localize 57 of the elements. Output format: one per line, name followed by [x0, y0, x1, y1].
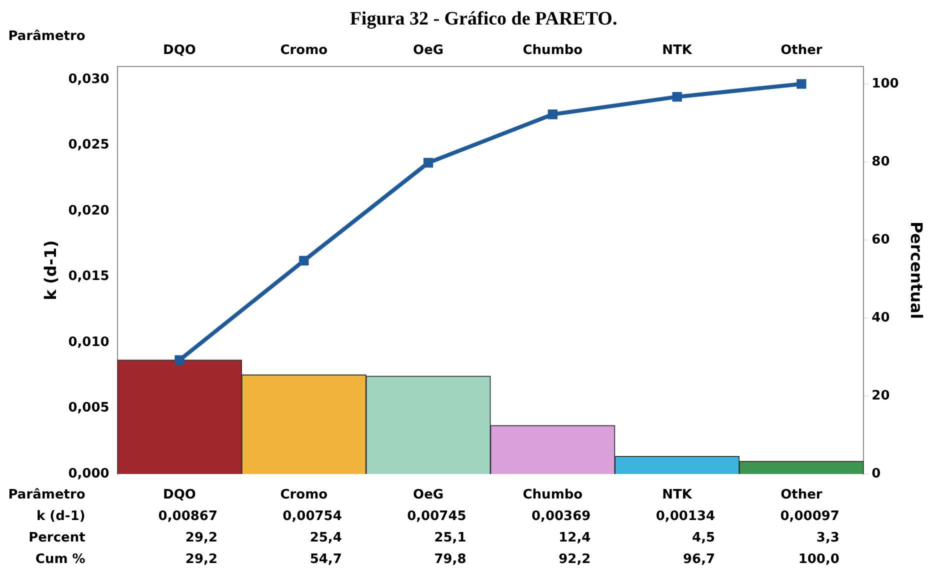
data-label: 54,7: [310, 552, 342, 567]
point: [548, 110, 558, 120]
y2-axis-title: Percentual: [907, 221, 926, 319]
y-tick-label: 0,000: [68, 466, 110, 482]
text: 4,5: [692, 530, 716, 546]
x-tick-label: Cromo: [280, 42, 328, 58]
data-label: 96,7: [683, 552, 716, 567]
data-label: 92,2: [558, 552, 591, 567]
y2-tick-label: 100: [872, 76, 899, 92]
category-label: NTK: [662, 487, 692, 502]
point: [299, 256, 309, 266]
data-label: 0,00369: [531, 508, 591, 524]
y-axis-title: k (d-1): [36, 508, 86, 524]
data-label: 0,00097: [780, 508, 840, 524]
x-tick-label: OeG: [413, 42, 444, 58]
category-label: Other: [780, 487, 822, 502]
x-tick-label: NTK: [662, 42, 693, 58]
data-label: 0,00867: [158, 508, 218, 524]
category-label: DQO: [163, 487, 196, 502]
category-label: Cromo: [280, 487, 328, 502]
data-label: 0,00134: [656, 508, 716, 524]
y-tick-label: 0,025: [68, 138, 110, 153]
x-tick-label: Other: [780, 42, 823, 58]
point: [796, 79, 806, 89]
x-tick-label: Chumbo: [522, 42, 583, 58]
text: k (d-1): [40, 240, 60, 300]
data-label: 0,00754: [282, 508, 342, 524]
x-axis-title: Parâmetro: [8, 487, 86, 502]
y-tick-label: 0,020: [68, 203, 110, 218]
y-tick-label: 0,030: [68, 72, 110, 87]
text: 12,4: [558, 530, 591, 546]
category-label: OeG: [413, 487, 444, 502]
y2-tick-label: 20: [872, 388, 890, 404]
x-tick-label: DQO: [163, 42, 196, 58]
chart-title: Figura 32 - Gráfico de PARETO.: [350, 8, 618, 30]
y2-tick-label: 0: [872, 466, 881, 482]
text: Percent: [28, 530, 86, 546]
data-label: 79,8: [434, 552, 466, 567]
y2-tick-label: 40: [872, 310, 890, 326]
y2-tick-label: 80: [872, 154, 890, 170]
point: [174, 355, 184, 365]
y-tick-label: 0,015: [68, 269, 110, 284]
point: [423, 158, 434, 168]
y-tick-label: 0,010: [68, 334, 110, 350]
text: 25,4: [310, 530, 342, 546]
category-label: Chumbo: [522, 487, 583, 502]
data-label: 100,0: [798, 552, 840, 567]
point: [672, 92, 682, 102]
y2-tick-label: 60: [872, 232, 890, 248]
text: 3,3: [816, 530, 840, 546]
data-label: 0,00745: [407, 508, 466, 524]
y-tick-label: 0,005: [68, 400, 110, 416]
text: Parâmetro: [8, 28, 86, 44]
text: 25,1: [434, 530, 466, 546]
text: Cum %: [35, 552, 86, 567]
data-label: 29,2: [185, 552, 218, 567]
text: 29,2: [185, 530, 218, 546]
